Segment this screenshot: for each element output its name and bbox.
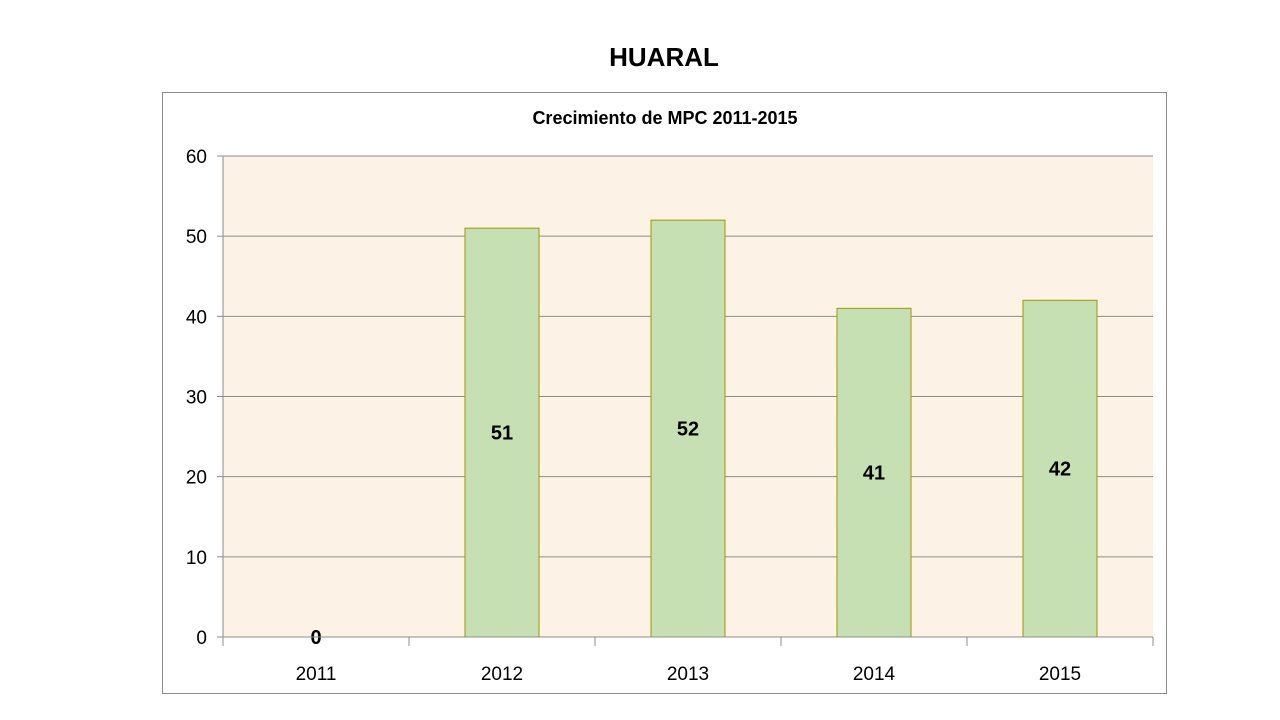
y-tick-label: 40 [186, 307, 207, 328]
y-tick-label: 10 [186, 548, 207, 569]
x-tick-label: 2014 [853, 664, 896, 685]
y-tick-label: 60 [186, 147, 207, 168]
x-tick-label: 2013 [667, 664, 709, 685]
x-tick-label: 2015 [1039, 664, 1081, 685]
data-label: 42 [1049, 459, 1071, 481]
bar [464, 227, 540, 638]
bar [836, 307, 912, 638]
y-tick-label: 0 [196, 628, 207, 649]
x-tick-label: 2011 [296, 664, 337, 685]
data-label: 41 [863, 463, 885, 485]
data-label: 52 [677, 419, 699, 441]
chart-title: Crecimiento de MPC 2011-2015 [532, 108, 797, 128]
x-tick-label: 2012 [481, 664, 523, 685]
y-tick-label: 50 [186, 227, 207, 248]
y-tick-label: 20 [186, 468, 207, 489]
bar [650, 219, 726, 638]
page-title: HUARAL [609, 42, 719, 72]
y-tick-label: 30 [186, 388, 207, 409]
data-label: 51 [491, 423, 513, 445]
data-label: 0 [310, 627, 321, 649]
bar [1022, 299, 1098, 638]
